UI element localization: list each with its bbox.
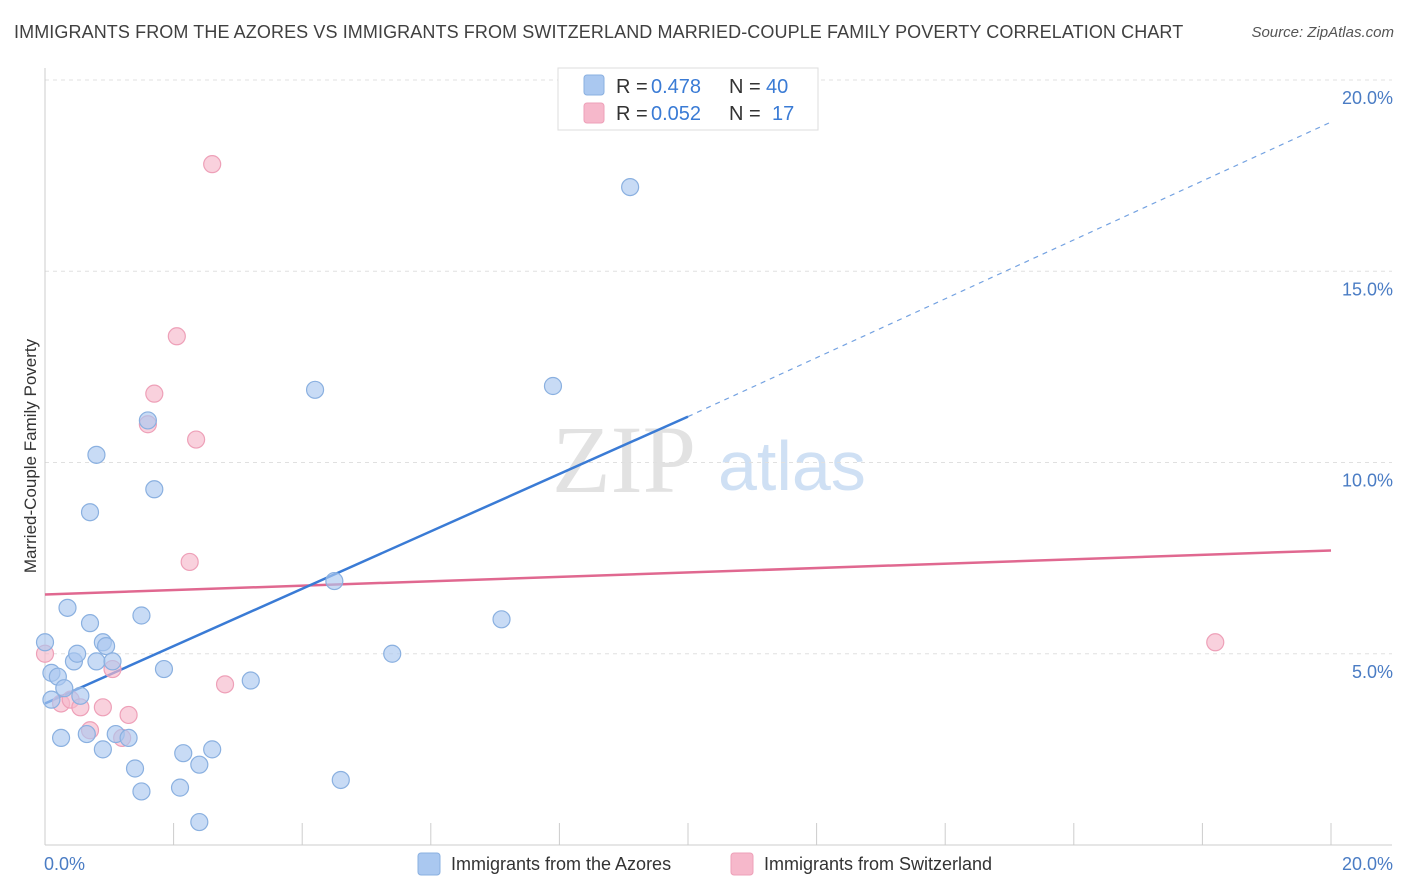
x-tick-labels: 0.0% 20.0% (44, 854, 1393, 874)
stats-n-label-blue: N = (729, 76, 761, 98)
stats-legend: R = 0.478 N = 40 R = 0.052 N = 17 (557, 67, 819, 131)
point-azores (87, 445, 106, 464)
point-azores (35, 633, 55, 652)
trend-line-azores-extension (687, 121, 1332, 418)
point-switzerland (145, 384, 164, 403)
point-azores (119, 728, 138, 748)
point-switzerland (119, 705, 138, 725)
point-azores (96, 636, 116, 656)
point-azores (80, 614, 100, 633)
legend-swatch-switzerland (730, 852, 754, 876)
trend-line-azores (44, 415, 689, 705)
point-switzerland (93, 698, 112, 717)
point-switzerland (1206, 633, 1225, 652)
chart-title: IMMIGRANTS FROM THE AZORES VS IMMIGRANTS… (14, 22, 1184, 42)
y-tick-labels: 5.0% 10.0% 15.0% 20.0% (1342, 88, 1393, 682)
y-tick-label: 10.0% (1342, 471, 1393, 491)
chart-source: Source: ZipAtlas.com (1251, 24, 1394, 41)
legend-label-azores: Immigrants from the Azores (451, 854, 671, 874)
point-azores (87, 652, 106, 671)
trend-line-switzerland (44, 549, 1332, 596)
point-switzerland (167, 327, 186, 346)
x-tick-label: 20.0% (1342, 854, 1393, 874)
stats-n-label-pink: N = (729, 103, 761, 125)
legend-label-switzerland: Immigrants from Switzerland (764, 854, 992, 874)
point-azores (42, 690, 61, 709)
point-azores (145, 480, 164, 499)
legend-swatch-azores (417, 852, 441, 876)
point-azores (170, 778, 190, 797)
x-tick-label: 0.0% (44, 854, 85, 874)
point-azores (190, 755, 209, 774)
point-azores (51, 728, 71, 748)
stats-n-value-blue: 40 (766, 76, 788, 98)
point-azores (80, 503, 100, 522)
point-azores (58, 598, 77, 617)
axes (44, 68, 1392, 846)
point-switzerland (215, 675, 235, 694)
stats-n-value-pink: 17 (772, 103, 794, 125)
point-azores (93, 740, 112, 759)
point-azores (77, 724, 96, 744)
point-azores (68, 644, 87, 663)
data-points (35, 155, 1225, 832)
point-azores (383, 644, 402, 663)
series-legend: Immigrants from the Azores Immigrants fr… (417, 852, 992, 876)
watermark-atlas: atlas (718, 427, 866, 505)
point-azores (154, 659, 174, 679)
stats-r-label-pink: R = (616, 103, 648, 125)
point-azores (621, 178, 640, 197)
stats-r-label-blue: R = (616, 76, 648, 98)
point-azores (125, 759, 145, 778)
point-azores (325, 571, 344, 591)
stats-swatch-pink (583, 102, 605, 124)
point-azores (103, 652, 122, 671)
point-azores (492, 610, 511, 629)
point-azores (138, 411, 157, 430)
stats-r-value-pink: 0.052 (651, 103, 701, 125)
point-azores (174, 744, 193, 763)
point-switzerland (180, 552, 199, 572)
stats-swatch-blue (583, 74, 605, 96)
point-azores (55, 679, 74, 698)
point-azores (190, 812, 209, 832)
y-tick-label: 5.0% (1352, 662, 1393, 682)
y-tick-label: 20.0% (1342, 88, 1393, 108)
stats-r-value-blue: 0.478 (651, 76, 701, 98)
point-azores (543, 376, 563, 396)
y-tick-label: 15.0% (1342, 279, 1393, 299)
point-azores (305, 380, 325, 399)
y-axis-title: Married-Couple Family Poverty (21, 338, 40, 573)
point-azores (132, 606, 151, 625)
point-switzerland (203, 155, 222, 174)
point-azores (71, 686, 90, 705)
gridlines (45, 79, 1392, 655)
point-azores (203, 740, 222, 759)
point-azores (241, 671, 260, 690)
point-azores (132, 782, 151, 801)
trend-lines (44, 121, 1332, 705)
point-azores (331, 770, 350, 790)
point-switzerland (187, 430, 206, 449)
